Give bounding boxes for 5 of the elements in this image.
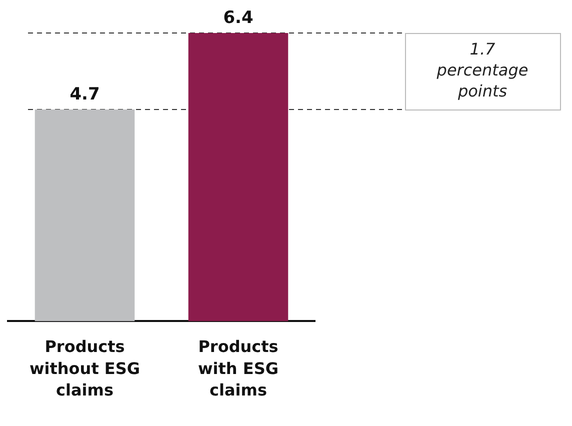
text: 1.7 percentage points: [436, 39, 528, 100]
x-tick-label: Products with ESG claims: [198, 337, 278, 400]
data-label: 4.7: [70, 84, 100, 104]
x-tick-label: Products without ESG claims: [30, 337, 140, 400]
data-label: 6.4: [223, 8, 254, 28]
